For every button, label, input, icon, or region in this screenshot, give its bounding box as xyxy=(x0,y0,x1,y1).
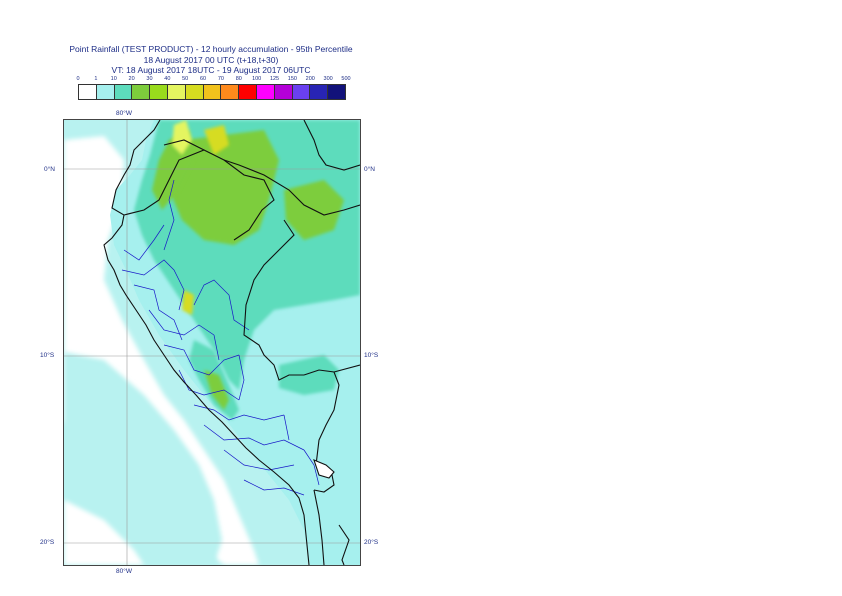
legend-label-15: 500 xyxy=(341,76,351,82)
legend-swatch-13 xyxy=(310,85,329,99)
graticule xyxy=(64,120,360,565)
top-longitude-label: 80°W xyxy=(116,110,132,117)
legend-label-5: 40 xyxy=(164,76,171,82)
legend-swatch-8 xyxy=(221,85,240,99)
map-canvas xyxy=(64,120,360,565)
legend-swatch-0 xyxy=(79,85,97,99)
rain-30-50-c xyxy=(182,290,194,315)
rain-30-50-b xyxy=(204,125,229,155)
legend-swatch-2 xyxy=(114,85,133,99)
legend-label-8: 70 xyxy=(217,76,224,82)
rain-20-30-andes xyxy=(204,370,229,410)
colour-legend xyxy=(78,84,346,100)
legend-swatch-3 xyxy=(132,85,151,99)
title-line-3: VT: 18 August 2017 18UTC - 19 August 201… xyxy=(111,65,311,75)
legend-swatch-9 xyxy=(239,85,257,99)
legend-label-0: 0 xyxy=(76,76,80,82)
rainfall-map xyxy=(63,119,361,566)
moist-ocean-band xyxy=(64,352,222,565)
lat-label-right-10s: 10°S xyxy=(364,352,379,359)
country-borders xyxy=(103,120,360,565)
legend-swatch-4 xyxy=(150,85,168,99)
lat-label-left-0: 0°N xyxy=(44,166,55,173)
legend-label-3: 20 xyxy=(128,76,135,82)
legend-label-11: 125 xyxy=(269,76,280,82)
dry-ocean-south xyxy=(64,500,144,565)
lat-label-left-20s: 20°S xyxy=(40,539,55,546)
legend-label-6: 50 xyxy=(182,76,189,82)
legend-swatch-11 xyxy=(274,85,293,99)
legend-label-7: 60 xyxy=(200,76,207,82)
legend-label-2: 10 xyxy=(110,76,117,82)
legend-swatch-6 xyxy=(185,85,204,99)
legend-label-4: 30 xyxy=(146,76,153,82)
legend-swatch-1 xyxy=(96,85,115,99)
legend-label-1: 1 xyxy=(94,76,98,82)
bottom-longitude-label: 80°W xyxy=(116,568,132,575)
legend-label-14: 300 xyxy=(323,76,333,82)
legend-label-13: 200 xyxy=(305,76,315,82)
lat-label-left-10s: 10°S xyxy=(40,352,55,359)
legend-swatch-12 xyxy=(292,85,311,99)
legend-swatch-7 xyxy=(203,85,222,99)
legend-label-9: 80 xyxy=(235,76,242,82)
legend-label-12: 150 xyxy=(287,76,297,82)
lat-label-right-0: 0°N xyxy=(364,166,375,173)
legend-swatch-14 xyxy=(328,85,345,99)
rain-30-50-a xyxy=(172,120,192,155)
title-line-1: Point Rainfall (TEST PRODUCT) - 12 hourl… xyxy=(69,44,353,54)
legend-swatch-10 xyxy=(256,85,275,99)
title-line-2: 18 August 2017 00 UTC (t+18,t+30) xyxy=(143,55,279,65)
rain-10-20-east xyxy=(279,355,339,395)
lat-label-right-20s: 20°S xyxy=(364,539,379,546)
legend-label-10: 100 xyxy=(252,76,262,82)
rain-20-30-north xyxy=(169,130,279,245)
legend-swatch-5 xyxy=(167,85,186,99)
